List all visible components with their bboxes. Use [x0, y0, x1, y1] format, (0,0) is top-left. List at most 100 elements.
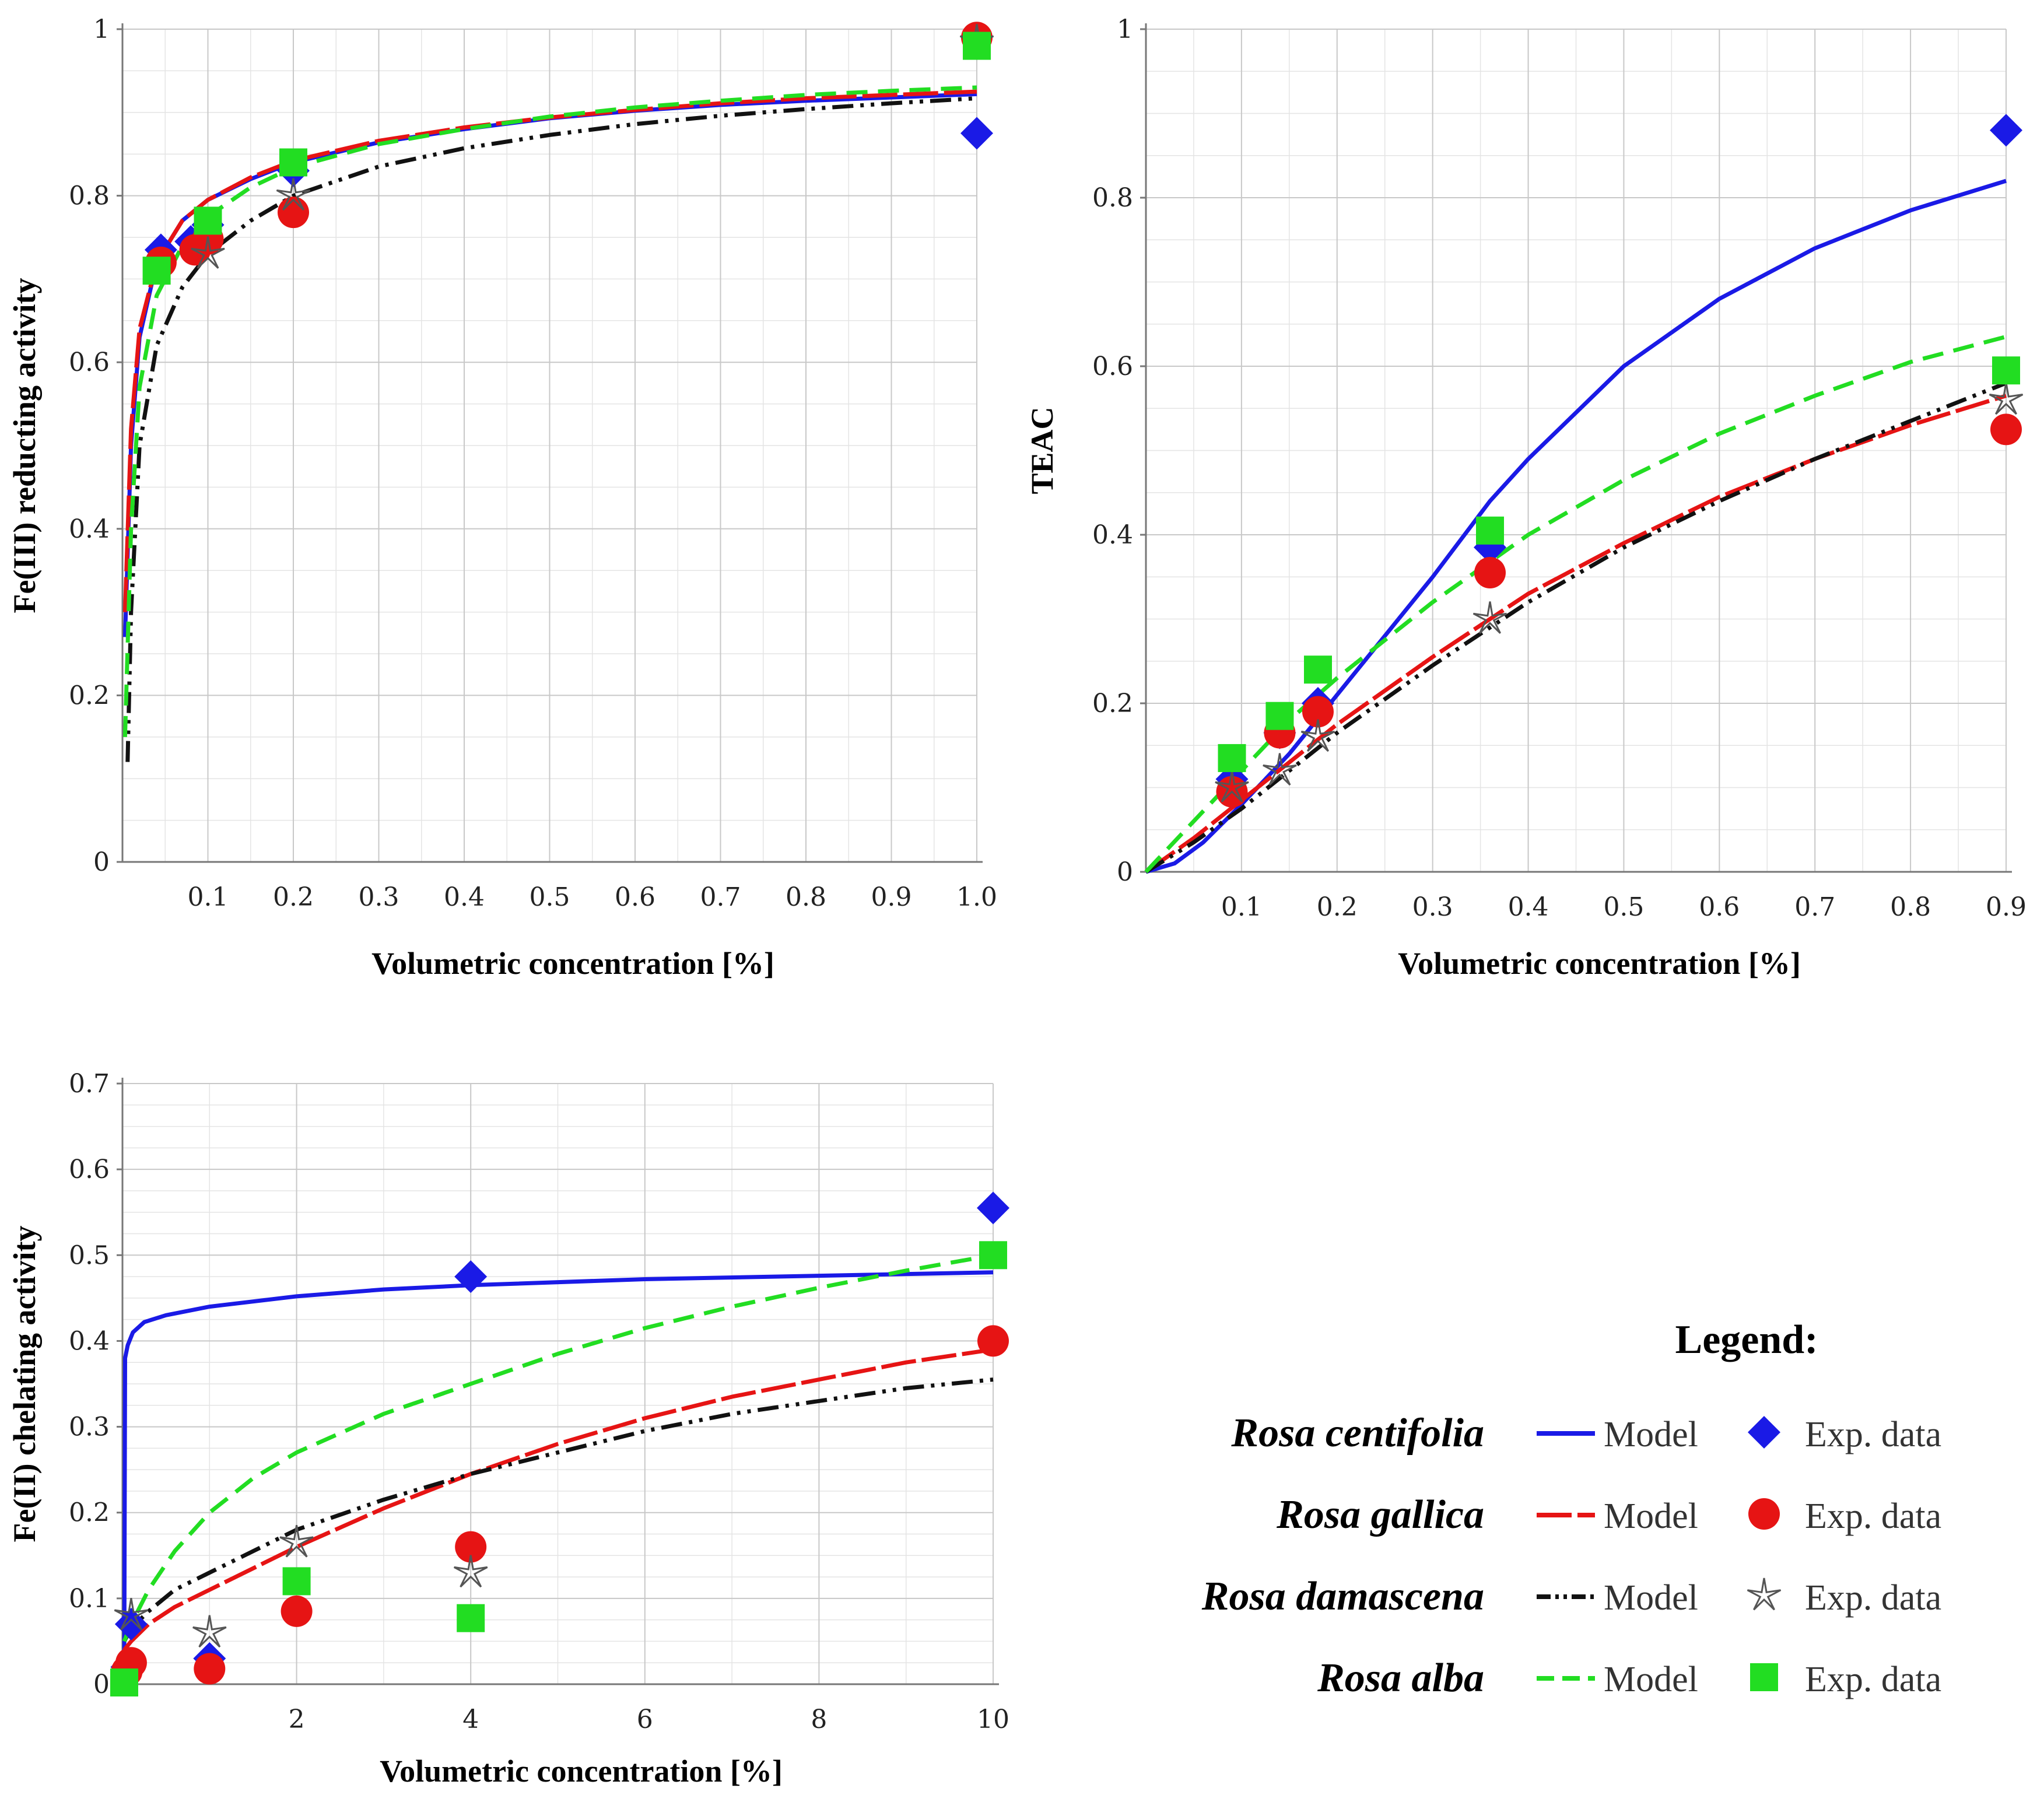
exp-point-rosa-damascena	[1300, 719, 1335, 752]
exp-point-rosa-gallica	[1474, 557, 1506, 589]
y-axis-title: TEAC	[1025, 406, 1060, 494]
x-axis-title: Volumetric concentration [%]	[371, 946, 774, 981]
exp-point-rosa-damascena	[191, 236, 225, 269]
legend-marker-swatch	[1747, 1577, 1782, 1611]
exp-point-rosa-alba	[142, 257, 171, 285]
exp-point-rosa-centifolia	[114, 1608, 148, 1640]
legend-species-label: Rosa damascena	[1201, 1574, 1484, 1619]
y-tick-label: 0.8	[69, 181, 110, 211]
exp-point-rosa-damascena	[279, 1524, 314, 1558]
x-tick-label: 0.7	[1794, 892, 1835, 922]
y-tick-label: 0.4	[69, 514, 110, 544]
y-tick-label: 0.6	[1092, 352, 1133, 381]
y-axis-title: Fe(II) chelating activity	[7, 1226, 42, 1542]
exp-point-rosa-damascena	[454, 1555, 488, 1588]
x-axis-title: Volumetric concentration [%]	[380, 1754, 783, 1789]
x-axis-title: Volumetric concentration [%]	[1398, 946, 1801, 981]
exp-point-rosa-damascena	[1215, 770, 1249, 802]
legend-title: Legend:	[1675, 1317, 1818, 1362]
y-tick-label: 1	[1117, 15, 1133, 44]
x-tick-label: 0.4	[444, 882, 485, 912]
model-line-rosa-centifolia	[122, 1270, 994, 1685]
legend-species-label: Rosa alba	[1317, 1656, 1484, 1701]
x-tick-label: 0.5	[1603, 892, 1644, 922]
exp-point-rosa-damascena	[1472, 601, 1507, 634]
model-line-rosa-damascena	[1145, 381, 2007, 874]
exp-point-rosa-gallica	[281, 1595, 313, 1627]
grid	[1145, 29, 2007, 872]
exp-point-rosa-gallica	[278, 197, 309, 229]
x-tick-label: 10	[977, 1705, 1009, 1734]
legend-row-rosa-damascena: Rosa damascena Model Exp. data	[1201, 1574, 1941, 1619]
exp-point-rosa-gallica	[1990, 413, 2022, 446]
x-tick-label: 0.2	[273, 882, 314, 912]
legend-marker-swatch	[1750, 1663, 1778, 1691]
grid	[122, 1083, 994, 1685]
exp-point-rosa-damascena	[1989, 382, 2024, 415]
exp-point-rosa-alba	[282, 1567, 311, 1596]
legend-row-rosa-gallica: Rosa gallica Model Exp. data	[1276, 1492, 1941, 1537]
model-line-rosa-centifolia	[1145, 178, 2007, 874]
y-tick-label: 0	[1117, 857, 1133, 887]
exp-point-rosa-damascena	[192, 1615, 227, 1648]
y-tick-label: 0.8	[1092, 183, 1133, 213]
grid	[122, 29, 977, 863]
x-tick-label: 0.2	[1317, 892, 1358, 922]
exp-point-rosa-gallica	[194, 1653, 226, 1685]
legend-row-rosa-alba: Rosa alba Model Exp. data	[1317, 1656, 1941, 1701]
x-tick-label: 2	[289, 1705, 305, 1734]
exp-point-rosa-alba	[979, 1241, 1007, 1270]
x-tick-label: 0.3	[359, 882, 399, 912]
y-tick-label: 0.5	[69, 1240, 110, 1270]
model-line-rosa-gallica	[122, 1347, 994, 1652]
exp-point-rosa-alba	[1304, 655, 1332, 684]
y-tick-label: 0.7	[69, 1069, 110, 1099]
x-tick-label: 0.8	[1890, 892, 1931, 922]
exp-point-rosa-alba	[1265, 702, 1294, 730]
y-tick-label: 0.2	[1092, 689, 1133, 718]
legend-exp-label: Exp. data	[1805, 1578, 1941, 1618]
x-tick-label: 0.4	[1508, 892, 1549, 922]
model-line-rosa-alba	[122, 85, 977, 737]
exp-point-rosa-gallica	[977, 1325, 1009, 1357]
y-tick-label: 0.4	[69, 1326, 110, 1356]
legend-species-label: Rosa gallica	[1276, 1492, 1484, 1537]
y-tick-label: 1	[93, 15, 110, 44]
exp-point-rosa-gallica	[1302, 696, 1334, 728]
legend-exp-label: Exp. data	[1805, 1496, 1941, 1536]
exp-point-rosa-centifolia	[977, 1191, 1009, 1225]
legend-marker-swatch	[1748, 1498, 1780, 1530]
exp-point-rosa-damascena	[1263, 753, 1297, 786]
x-tick-label: 0.3	[1412, 892, 1453, 922]
legend-row-rosa-centifolia: Rosa centifolia Model Exp. data	[1230, 1411, 1941, 1456]
y-tick-label: 0	[93, 847, 110, 877]
y-tick-label: 0	[93, 1670, 110, 1699]
exp-point-rosa-alba	[194, 206, 222, 235]
y-tick-label: 0.3	[69, 1412, 110, 1442]
x-tick-label: 0.9	[871, 882, 912, 912]
exp-point-rosa-alba	[110, 1668, 138, 1697]
legend-model-label: Model	[1604, 1496, 1698, 1536]
y-tick-label: 0.6	[69, 1155, 110, 1184]
x-tick-label: 0.1	[188, 882, 229, 912]
exp-point-rosa-alba	[1218, 744, 1246, 772]
legend-species-label: Rosa centifolia	[1230, 1411, 1484, 1456]
y-tick-label: 0.2	[69, 1498, 110, 1528]
y-tick-label: 0.2	[69, 681, 110, 710]
x-tick-label: 6	[637, 1705, 653, 1734]
exp-point-rosa-centifolia	[960, 117, 993, 150]
legend-model-label: Model	[1604, 1578, 1698, 1618]
exp-point-rosa-alba	[1476, 516, 1504, 545]
x-tick-label: 4	[462, 1705, 479, 1734]
y-tick-label: 0.1	[69, 1584, 110, 1614]
exp-point-rosa-centifolia	[1990, 114, 2022, 147]
x-tick-label: 0.5	[530, 882, 570, 912]
legend-exp-label: Exp. data	[1805, 1415, 1941, 1454]
exp-point-rosa-alba	[279, 148, 307, 177]
x-tick-label: 0.6	[1699, 892, 1740, 922]
exp-point-rosa-gallica	[455, 1531, 487, 1563]
exp-point-rosa-centifolia	[454, 1260, 488, 1293]
y-axis-title: Fe(III) reducting activity	[7, 278, 42, 613]
model-line-rosa-damascena	[125, 96, 977, 762]
chart-fe2-chelating-activity: 0 0.1 0.2 0.3 0.4 0.5 0.6 0.7 2 4 6 8 10 Volumetric c…	[7, 1069, 1009, 1789]
